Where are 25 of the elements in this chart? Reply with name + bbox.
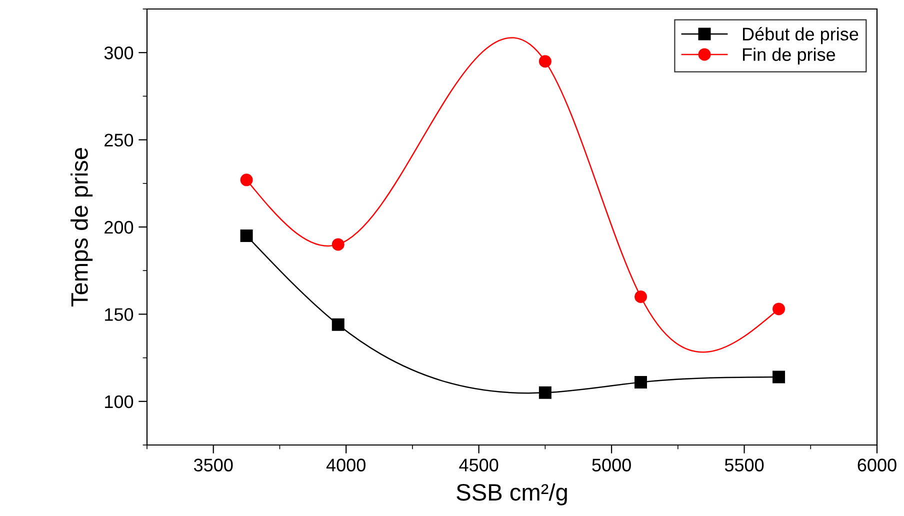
point xyxy=(634,376,647,388)
point xyxy=(332,318,344,331)
y-tick-label: 200 xyxy=(104,220,134,234)
point xyxy=(772,370,786,384)
point xyxy=(772,302,786,316)
point xyxy=(240,229,253,242)
legend-label: Début de prise xyxy=(743,27,858,44)
y-tick-label: 250 xyxy=(104,134,134,147)
y-tick-label: 100 xyxy=(105,395,134,408)
y-tick-label: 300 xyxy=(104,46,134,60)
point xyxy=(538,386,552,399)
x-tick-label: 5500 xyxy=(724,458,764,472)
x-tick-label: 6000 xyxy=(858,458,896,472)
x-tick-label: 5000 xyxy=(592,458,631,472)
y-axis-title: Temps de prise xyxy=(70,148,93,307)
point xyxy=(332,238,344,251)
point xyxy=(538,55,552,68)
y-tick-label: 150 xyxy=(105,308,134,321)
point xyxy=(634,290,647,304)
x-tick-label: 4500 xyxy=(459,458,498,472)
legend-label: Fin de prise xyxy=(743,48,836,65)
point xyxy=(240,174,253,186)
x-tick-label: 4000 xyxy=(326,458,366,472)
x-axis-title: SSB cm²/g xyxy=(456,483,567,506)
x-tick-label: 3500 xyxy=(194,458,233,472)
